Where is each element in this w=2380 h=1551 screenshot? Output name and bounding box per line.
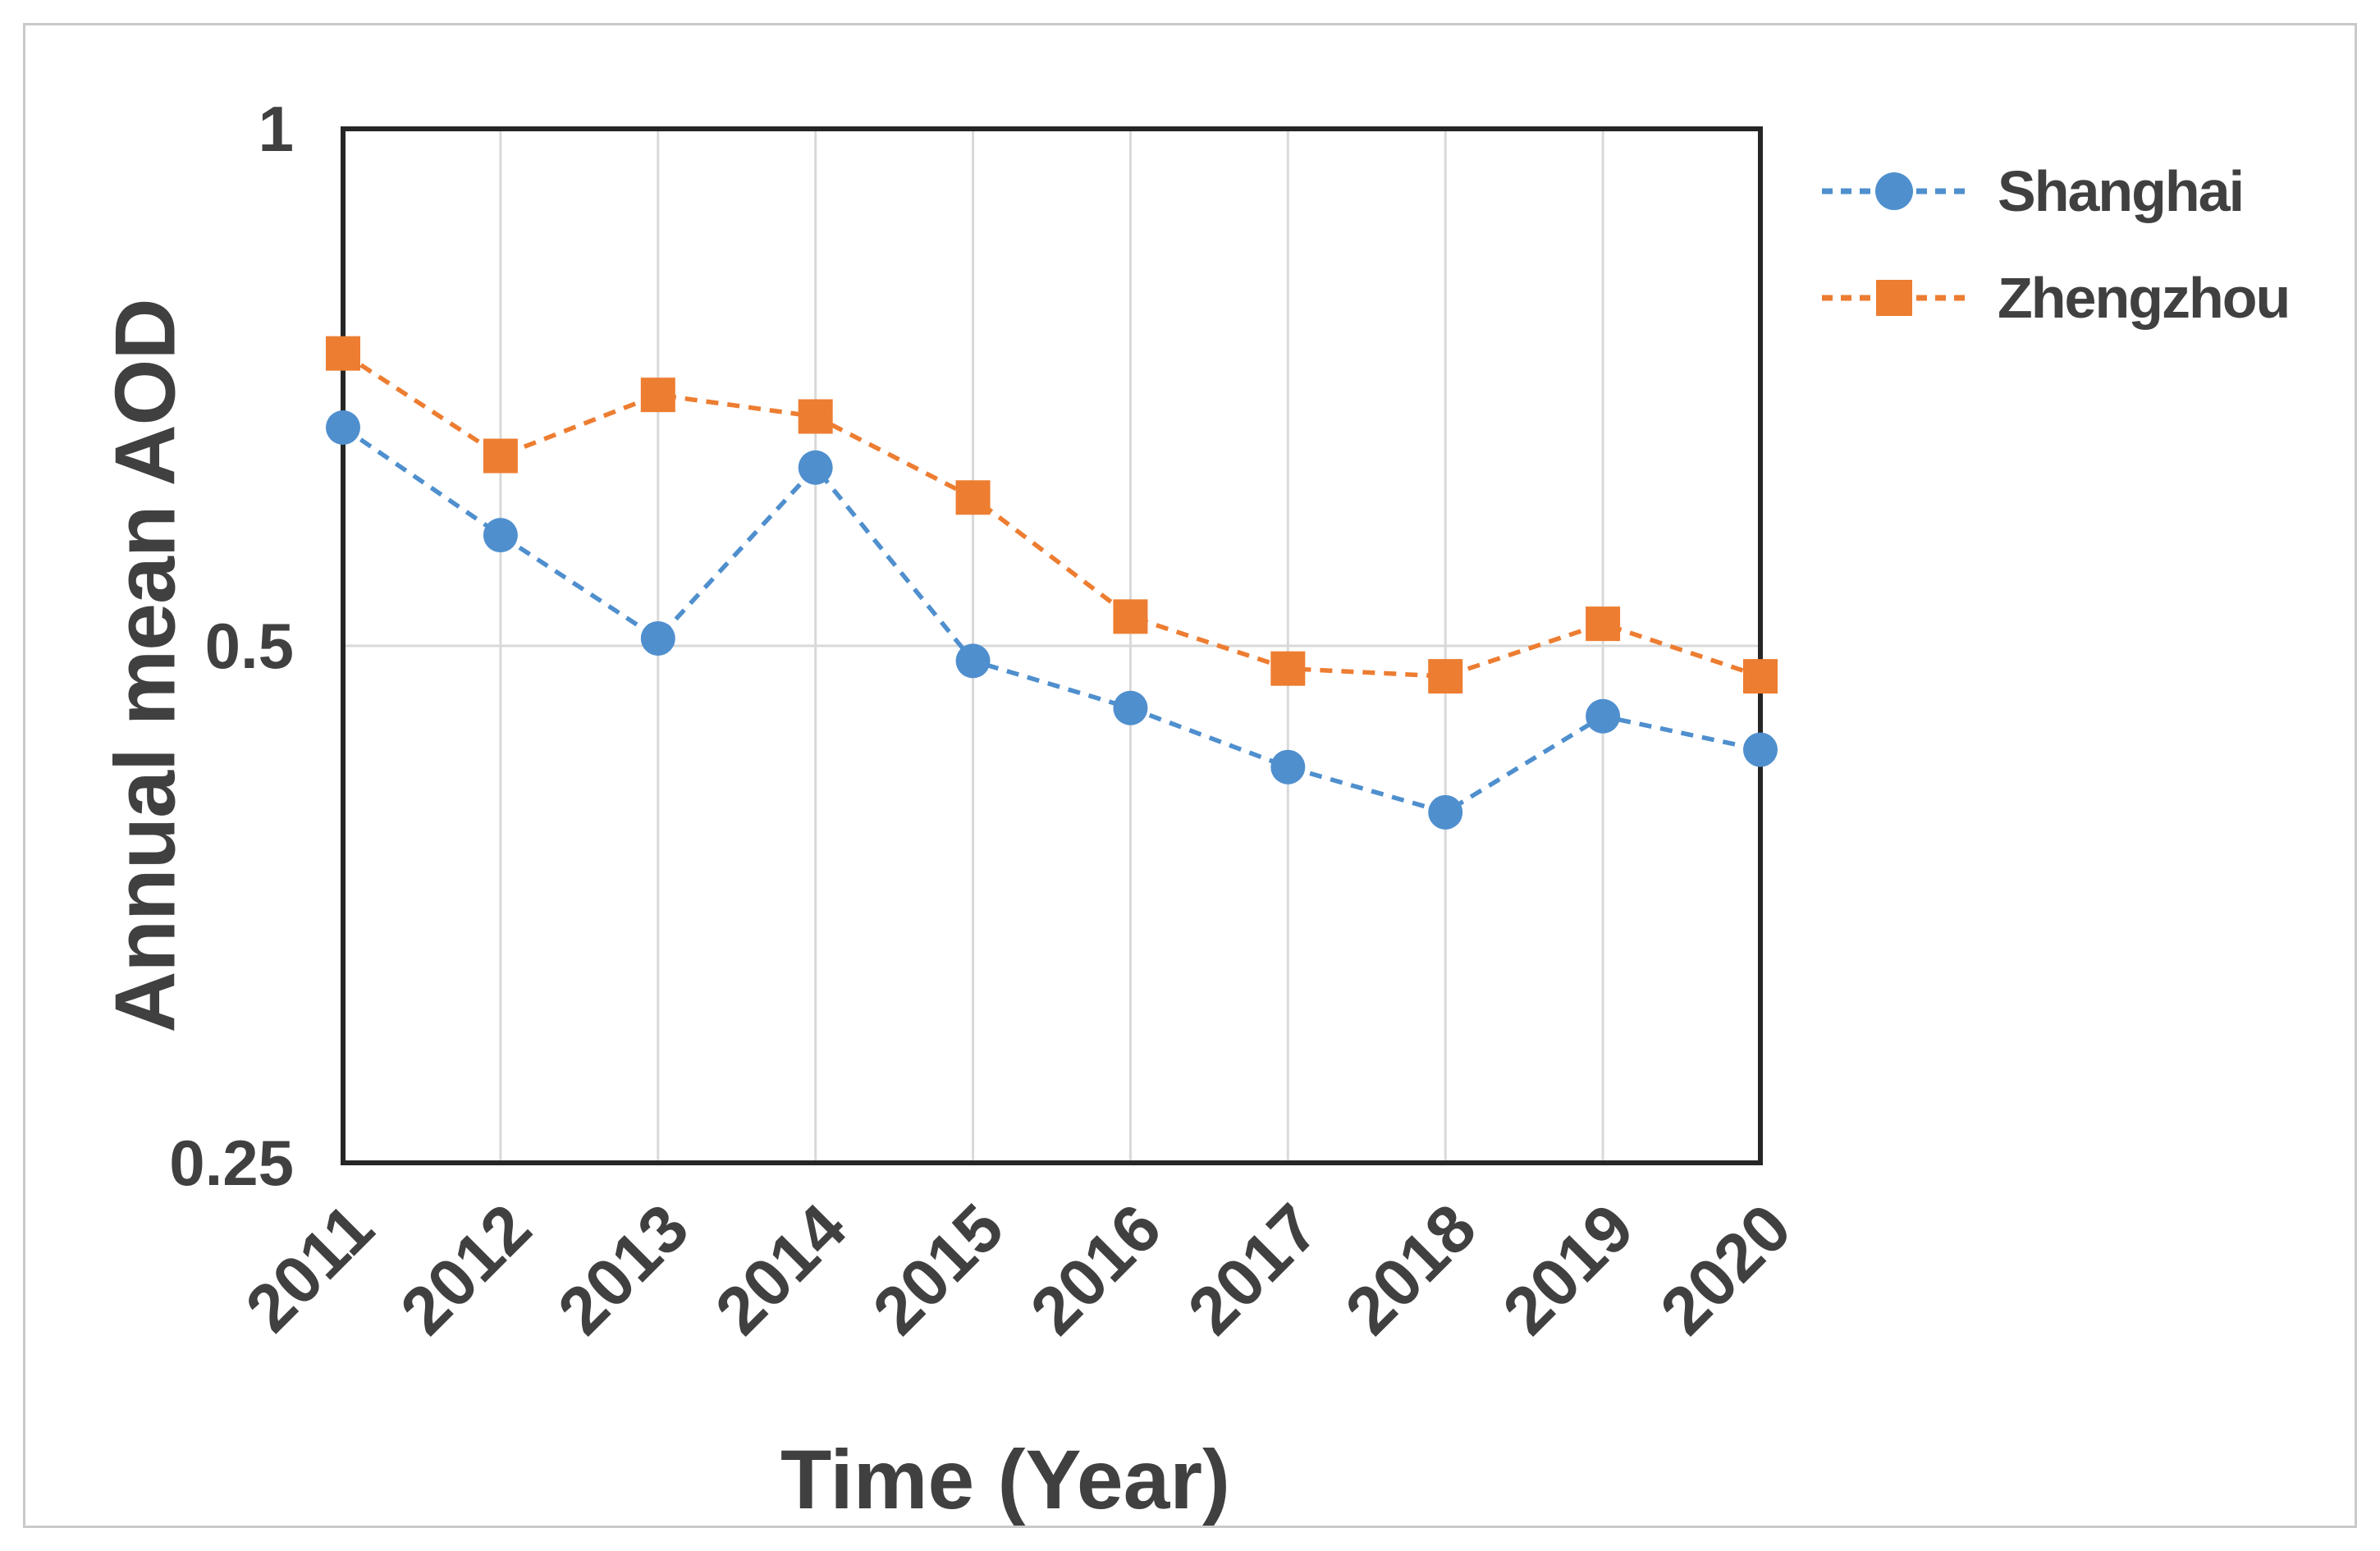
y-axis-title: Annual mean AOD — [98, 299, 194, 1033]
data-point-zhengzhou-2019 — [1586, 606, 1621, 642]
y-tick-label: 0.5 — [205, 610, 294, 682]
data-point-shanghai-2012 — [483, 518, 518, 553]
y-tick-label: 0.25 — [169, 1127, 294, 1199]
x-tick-label-2017: 2017 — [1174, 1190, 1333, 1348]
x-tick-label-2020: 2020 — [1646, 1190, 1805, 1348]
data-point-zhengzhou-2020 — [1743, 659, 1778, 694]
data-point-zhengzhou-2012 — [483, 438, 518, 474]
data-point-zhengzhou-2013 — [640, 377, 675, 413]
data-point-zhengzhou-2014 — [798, 399, 833, 434]
x-tick-label-2019: 2019 — [1490, 1190, 1648, 1348]
x-tick-label-2011: 2011 — [232, 1190, 388, 1346]
x-tick-label-2015: 2015 — [859, 1190, 1018, 1348]
data-point-shanghai-2015 — [955, 643, 991, 679]
legend: Shanghai Zhengzhou — [1820, 138, 2291, 351]
x-tick-label-2018: 2018 — [1332, 1190, 1490, 1348]
legend-label-shanghai: Shanghai — [1998, 159, 2245, 223]
series-line-zhengzhou — [341, 351, 1761, 679]
x-tick-label-2012: 2012 — [387, 1190, 545, 1348]
data-point-shanghai-2018 — [1428, 794, 1463, 830]
legend-item-shanghai: Shanghai — [1820, 138, 2289, 245]
data-point-zhengzhou-2011 — [326, 336, 360, 371]
x-tick-label-2016: 2016 — [1017, 1190, 1175, 1348]
data-point-shanghai-2020 — [1743, 732, 1778, 767]
legend-label-zhengzhou: Zhengzhou — [1998, 266, 2291, 330]
data-point-zhengzhou-2016 — [1113, 599, 1148, 634]
data-point-zhengzhou-2015 — [955, 480, 991, 515]
figure-frame — [23, 23, 2357, 1528]
zhengzhou-line-marker-icon — [1822, 280, 1966, 316]
x-axis-title: Time (Year) — [780, 1433, 1231, 1526]
data-point-shanghai-2013 — [640, 620, 675, 656]
x-tick-label-2013: 2013 — [544, 1190, 703, 1348]
data-point-shanghai-2011 — [326, 409, 360, 445]
data-point-zhengzhou-2017 — [1270, 651, 1306, 686]
legend-item-zhengzhou: Zhengzhou — [1820, 245, 2291, 351]
data-point-shanghai-2014 — [798, 450, 833, 485]
data-point-shanghai-2017 — [1270, 749, 1306, 785]
y-tick-label: 1 — [259, 93, 294, 165]
shanghai-line-marker-icon — [1822, 172, 1966, 210]
data-point-zhengzhou-2018 — [1428, 659, 1463, 694]
plot-border — [341, 126, 1763, 1165]
x-tick-label-2014: 2014 — [702, 1190, 861, 1349]
data-point-shanghai-2019 — [1586, 698, 1621, 734]
series-line-shanghai — [341, 425, 1761, 815]
data-point-shanghai-2016 — [1113, 690, 1148, 725]
